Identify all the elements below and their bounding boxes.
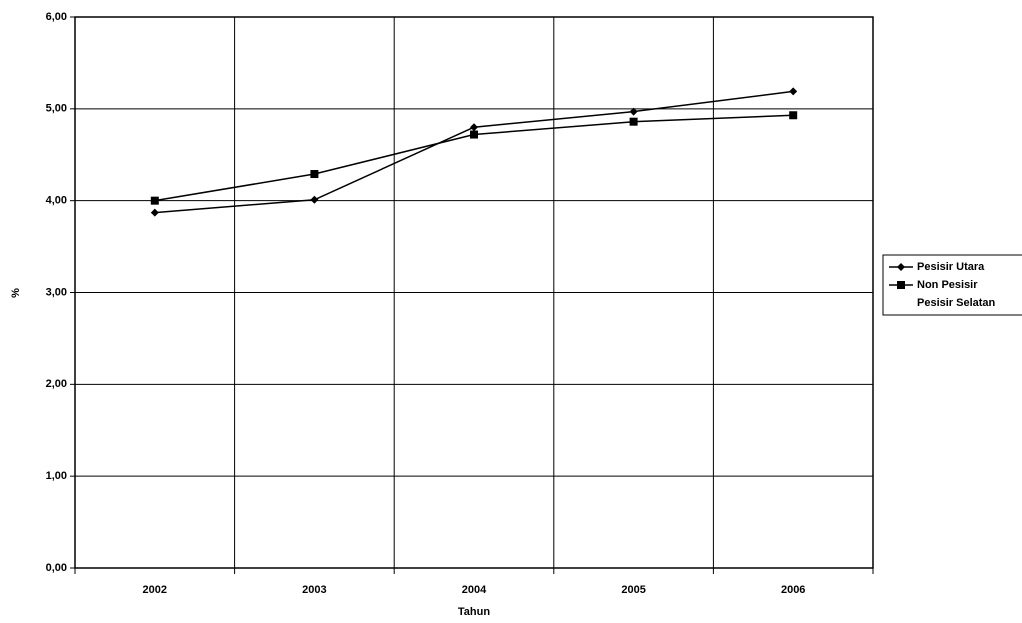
marker: [630, 118, 638, 126]
legend-label: Pesisir Utara: [917, 261, 985, 273]
marker: [310, 170, 318, 178]
marker: [789, 111, 797, 119]
marker: [151, 209, 159, 217]
series-line: [155, 91, 793, 212]
x-axis-label: Tahun: [458, 606, 490, 618]
y-tick-label: 4,00: [46, 195, 67, 207]
x-tick-label: 2004: [462, 584, 487, 596]
marker: [151, 197, 159, 205]
x-tick-label: 2002: [143, 584, 167, 596]
y-tick-label: 6,00: [46, 11, 67, 23]
x-tick-label: 2005: [621, 584, 645, 596]
chart: Tahun % 0,00 1,00 2,00 3,00 4,00 5,00 6,00 2002…: [0, 0, 1022, 623]
legend-label: Pesisir Selatan: [917, 297, 996, 309]
marker: [470, 131, 478, 139]
y-tick-label: 2,00: [46, 378, 67, 390]
y-axis-label: %: [10, 288, 22, 298]
legend-label: Non Pesisir: [917, 279, 978, 291]
y-tick-label: 1,00: [46, 470, 67, 482]
y-tick-label: 3,00: [46, 286, 67, 298]
marker: [470, 123, 478, 131]
marker: [897, 281, 905, 289]
y-tick-label: 0,00: [46, 562, 67, 574]
marker: [310, 196, 318, 204]
marker: [789, 87, 797, 95]
x-tick-label: 2006: [781, 584, 805, 596]
x-tick-label: 2003: [302, 584, 326, 596]
y-tick-label: 5,00: [46, 103, 67, 115]
